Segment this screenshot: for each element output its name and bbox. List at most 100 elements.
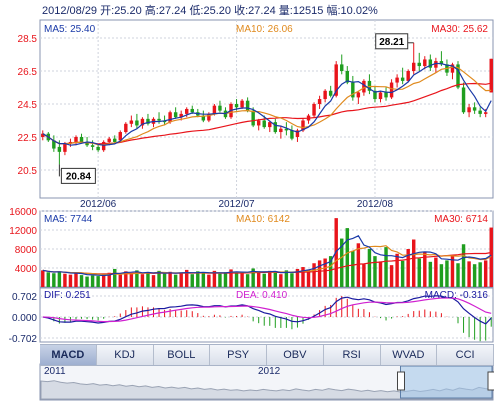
candle-body — [201, 115, 206, 121]
tab-psy[interactable]: PSY — [210, 345, 267, 365]
candle-body — [428, 59, 433, 68]
volume-ma30-legend: MA30: 6714 — [434, 214, 488, 225]
overview-left-handle — [396, 371, 405, 391]
candle-body — [284, 128, 289, 131]
dea-line — [42, 297, 492, 323]
volume-bar — [168, 271, 172, 287]
volume-bar — [439, 264, 444, 287]
volume-bar — [412, 239, 416, 287]
candle-body — [461, 87, 466, 113]
candle-body — [345, 71, 349, 83]
dif-legend: DIF: 0.251 — [44, 290, 91, 301]
volume-bar — [378, 261, 383, 287]
volume-bar — [362, 264, 366, 287]
price-y-tick-label: 20.5 — [18, 166, 38, 177]
candle-body — [384, 92, 388, 98]
volume-y-tick-label: 16000 — [9, 207, 37, 218]
volume-bar — [245, 274, 250, 287]
volume-bar — [400, 260, 405, 287]
quote-header: 2012/08/29 开:25.20 高:27.24 低:25.20 收:27.… — [42, 2, 378, 18]
overview-year-label: 2012 — [258, 366, 281, 377]
max-label-box — [375, 33, 409, 50]
price-y-tick-label: 22.5 — [18, 133, 38, 144]
candle-body — [400, 77, 405, 81]
candle-body — [207, 113, 211, 121]
tab-wvad[interactable]: WVAD — [381, 345, 438, 365]
volume-bar — [395, 253, 399, 287]
candle-body — [52, 140, 56, 149]
volume-bar — [107, 272, 111, 287]
overview-selection — [399, 365, 493, 399]
volume-bar — [52, 273, 56, 287]
ma10-legend: MA10: 26.06 — [236, 24, 293, 35]
candle-body — [340, 64, 344, 71]
tab-rsi[interactable]: RSI — [324, 345, 381, 365]
volume-bar — [384, 247, 388, 287]
macd-y-tick-label: -0.702 — [9, 334, 38, 345]
ma30-legend: MA30: 25.62 — [431, 24, 488, 35]
candle-body — [113, 138, 117, 142]
volume-bar — [63, 273, 67, 287]
volume-bar — [162, 273, 167, 287]
quote-date: 2012/08/29 — [42, 5, 98, 17]
ma5-legend: MA5: 25.40 — [44, 24, 96, 35]
x-tick-label: 2012/07 — [218, 199, 255, 210]
candle-body — [190, 108, 194, 113]
candle-body — [41, 133, 45, 137]
tab-kdj[interactable]: KDJ — [97, 345, 154, 365]
min-label: 20.84 — [66, 171, 91, 182]
volume-bar — [428, 261, 433, 287]
tab-cci[interactable]: CCI — [437, 345, 494, 365]
volume-bar — [57, 271, 62, 287]
candle-body — [234, 104, 239, 108]
candle-body — [90, 145, 95, 147]
volume-bar — [223, 272, 228, 287]
candle-body — [256, 120, 261, 126]
tab-boll[interactable]: BOLL — [154, 345, 211, 365]
candle-body — [456, 64, 460, 88]
close-value: 27.24 — [248, 5, 276, 17]
volume-bar — [334, 218, 338, 287]
volume-bar — [273, 272, 278, 287]
candle-body — [212, 105, 217, 114]
volume-bar — [85, 276, 89, 287]
candle-body — [185, 108, 189, 114]
candle-body — [157, 118, 161, 121]
volume-bar — [101, 274, 106, 287]
candle-body — [135, 120, 139, 126]
open-label: 开: — [100, 5, 115, 17]
candle-body — [317, 99, 322, 104]
tab-obv[interactable]: OBV — [267, 345, 324, 365]
volume-bar — [146, 272, 150, 287]
candle-body — [262, 120, 266, 128]
volume-bar — [118, 274, 122, 287]
candle-body — [362, 80, 366, 93]
tab-macd[interactable]: MACD — [40, 345, 97, 365]
volume-bar — [207, 274, 211, 287]
candle-body — [423, 59, 427, 67]
volume-bar — [196, 271, 200, 287]
candle-body — [412, 62, 416, 71]
volume-bar — [68, 274, 73, 287]
volume-bar — [328, 256, 333, 287]
volume-bar — [483, 260, 488, 287]
volume-bar — [96, 276, 100, 287]
candle-body — [395, 77, 399, 83]
volume-bar — [262, 273, 266, 287]
candle-body — [356, 92, 361, 98]
close-label: 收: — [234, 5, 249, 17]
candle-body — [467, 107, 471, 113]
volume-bar — [450, 255, 455, 287]
overview-year-label: 2011 — [44, 366, 66, 377]
price-y-tick-label: 28.5 — [18, 34, 38, 45]
candle-body — [351, 82, 355, 98]
volume-bar — [173, 274, 178, 287]
change-label: 幅: — [326, 5, 341, 17]
volume-bar — [323, 258, 327, 287]
candle-body — [290, 130, 294, 139]
candle-body — [367, 80, 372, 91]
candle-body — [273, 122, 278, 133]
candle-body — [245, 100, 250, 111]
low-label: 低: — [189, 5, 204, 17]
candle-body — [378, 92, 383, 100]
